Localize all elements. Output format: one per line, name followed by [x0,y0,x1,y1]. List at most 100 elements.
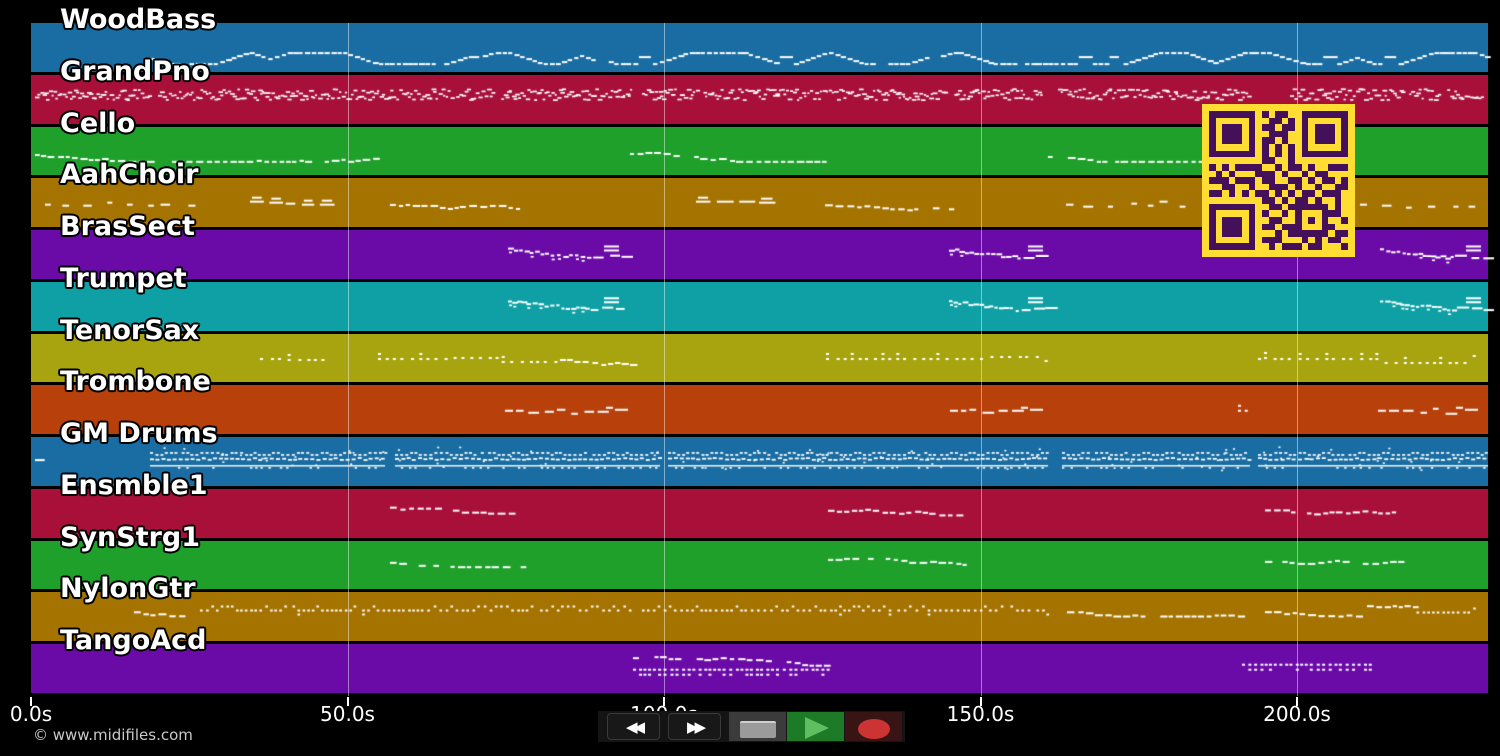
qr-module [1288,150,1296,158]
qr-module [1262,118,1269,125]
qr-module [1216,237,1223,244]
qr-module [1308,118,1315,125]
track-label-ensmble1: Ensmble1 [60,469,208,501]
qr-module [1216,144,1223,151]
qr-module [1255,118,1262,125]
qr-module [1321,170,1329,178]
qr-module [1242,124,1249,131]
axis-tick-150.0s [979,697,982,706]
qr-module [1268,124,1276,131]
track-label-brassect: BrasSect [60,211,195,243]
qr-module [1308,131,1315,138]
qr-module [1268,183,1276,191]
qr-code-modules [1209,111,1348,250]
qr-module [1341,171,1348,178]
track-label-grandpno: GrandPno [60,55,210,87]
qr-module [1321,130,1329,138]
rewind-button[interactable]: ◀◀ [607,713,660,740]
qr-module [1222,124,1229,131]
qr-module [1335,217,1342,224]
track-label-synstrg1: SynStrg1 [60,521,201,553]
qr-module [1248,230,1256,237]
qr-module [1314,197,1322,204]
qr-module [1334,197,1342,204]
qr-module [1262,243,1269,250]
qr-module [1228,111,1236,118]
qr-module [1242,137,1249,144]
qr-module [1215,150,1223,158]
qr-module [1229,144,1236,151]
qr-module [1321,124,1329,131]
qr-module [1281,197,1289,204]
qr-module [1229,197,1236,204]
qr-module [1321,137,1329,145]
qr-module [1282,177,1289,184]
qr-module [1215,177,1223,184]
qr-module [1255,243,1262,250]
qr-module [1275,230,1282,237]
qr-module [1334,203,1342,211]
qr-module [1275,190,1282,198]
stop-button[interactable] [729,712,786,741]
qr-module [1301,190,1309,198]
qr-module [1235,243,1243,250]
qr-module [1222,177,1229,184]
qr-module [1275,150,1282,158]
qr-module [1242,163,1249,171]
qr-code [1202,104,1355,257]
fast-forward-button[interactable]: ▶▶ [668,713,721,740]
qr-module [1328,210,1335,217]
qr-module [1308,203,1315,211]
qr-module [1295,157,1302,164]
qr-module [1261,144,1269,151]
qr-module [1322,243,1329,250]
qr-module [1235,150,1243,158]
qr-module [1242,243,1249,250]
record-button[interactable] [845,712,902,741]
qr-module [1228,150,1236,158]
qr-module [1216,230,1223,237]
qr-module [1295,230,1302,237]
qr-module [1222,137,1229,145]
qr-module [1322,164,1329,171]
play-button[interactable] [787,712,844,741]
qr-module [1341,230,1348,237]
qr-module [1328,144,1335,151]
qr-module [1228,190,1236,198]
qr-module [1341,137,1348,145]
qr-module [1255,184,1262,191]
qr-module [1209,230,1216,237]
qr-module [1281,243,1289,250]
qr-module [1295,203,1302,211]
qr-module [1261,223,1269,231]
qr-module [1269,164,1276,171]
qr-module [1341,243,1348,250]
qr-module [1229,164,1236,171]
fast-forward-icon: ▶▶ [686,717,706,736]
track-label-gm-drums: GM Drums [60,418,218,450]
qr-module [1235,163,1243,171]
qr-module [1328,230,1335,237]
qr-module [1275,111,1282,118]
qr-module [1301,236,1309,244]
qr-module [1248,111,1256,118]
qr-module [1328,236,1335,244]
qr-module [1328,130,1335,138]
qr-module [1308,216,1315,224]
qr-module [1295,151,1302,158]
qr-module [1328,197,1335,204]
qr-module [1261,150,1269,158]
qr-module [1275,171,1282,178]
qr-module [1228,137,1236,145]
qr-module [1321,177,1329,184]
qr-module [1269,210,1276,217]
qr-module [1261,157,1269,164]
qr-module [1322,184,1329,191]
qr-module [1268,203,1276,211]
qr-module [1341,204,1348,211]
qr-module [1315,210,1322,217]
qr-module [1288,230,1296,237]
qr-module [1222,203,1229,211]
qr-module [1335,224,1342,231]
qr-module [1275,216,1282,224]
